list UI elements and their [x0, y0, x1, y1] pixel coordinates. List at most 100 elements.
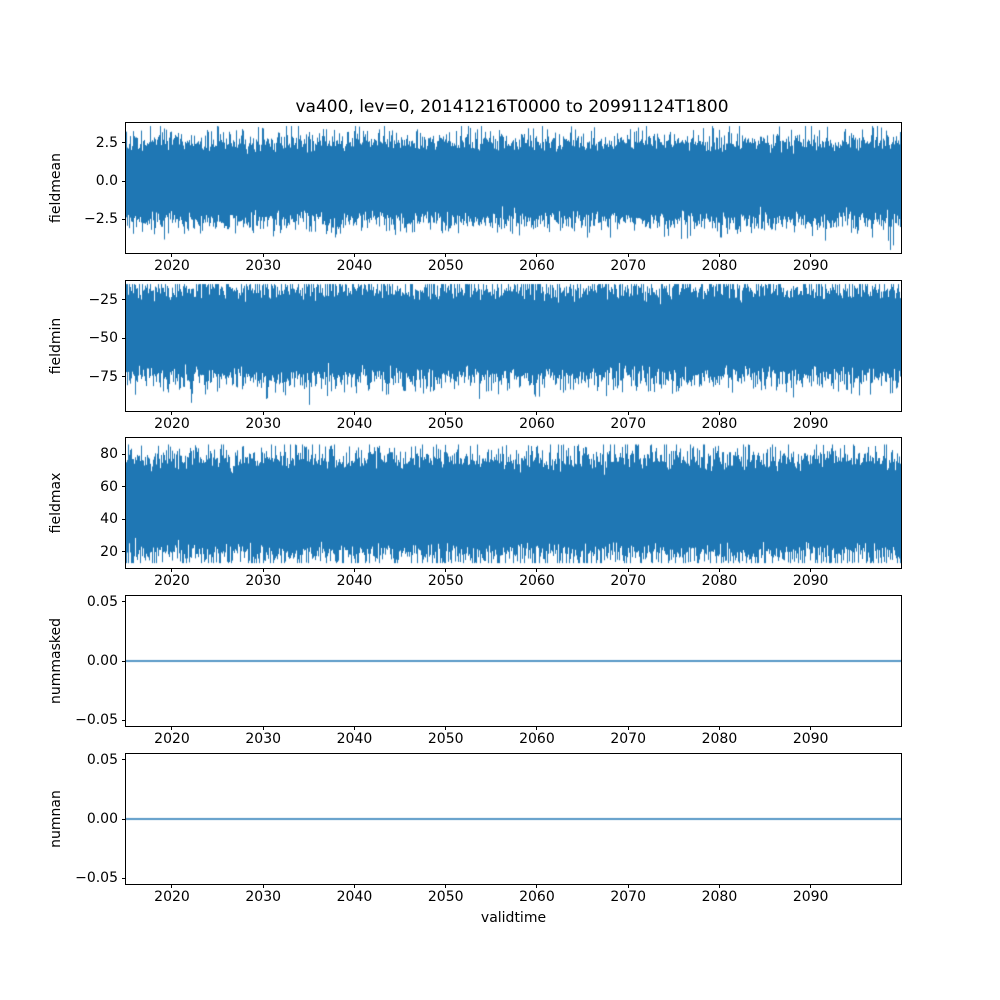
x-tick-label: 2050 — [427, 573, 464, 589]
x-tick-label: 2080 — [701, 573, 738, 589]
y-tick-label: 60 — [100, 478, 118, 495]
x-tick-mark — [536, 884, 538, 888]
x-tick-label: 2020 — [154, 889, 190, 905]
x-tick-mark — [262, 568, 264, 572]
x-tick-mark — [262, 726, 264, 730]
x-tick-mark — [353, 726, 355, 730]
x-tick-label: 2040 — [336, 416, 373, 432]
y-tick-mark — [122, 142, 126, 144]
y-tick-label: 0.0 — [95, 173, 118, 190]
subplot-fieldmin: fieldmin −25 −50 −75 2020 2030 2040 2050 2060 20… — [48, 280, 902, 431]
x-tick-label: 2030 — [245, 889, 282, 905]
y-tick-mark — [122, 660, 126, 662]
subplot-numnan: numnan validtime 0.05 0.00 −0.05 2020 2030 20… — [48, 753, 902, 926]
subplot-fieldmean: fieldmean 2.5 0.0 −2.5 2020 2030 2040 2050 2060… — [48, 122, 902, 273]
y-tick-mark — [122, 486, 126, 488]
y-tick-mark — [122, 518, 126, 520]
x-tick-label: 2040 — [336, 573, 373, 589]
y-axis-label-fieldmean: fieldmean — [48, 153, 64, 223]
x-tick-mark — [353, 568, 355, 572]
x-tick-label: 2080 — [701, 258, 738, 274]
x-tick-mark — [536, 253, 538, 257]
x-tick-mark — [810, 726, 812, 730]
subplot-fieldmax: fieldmax 80 60 40 20 2020 2030 2040 2050 2060 207… — [48, 437, 902, 588]
x-tick-label: 2020 — [154, 258, 190, 274]
figure-title: va400, lev=0, 20141216T0000 to 20991124T… — [295, 97, 729, 117]
x-tick-label: 2060 — [519, 258, 555, 274]
y-tick-label: −50 — [88, 330, 118, 347]
x-tick-label: 2030 — [245, 258, 282, 274]
y-tick-mark — [122, 376, 126, 378]
x-tick-mark — [810, 253, 812, 257]
x-tick-label: 2070 — [610, 258, 647, 274]
x-tick-label: 2050 — [427, 258, 464, 274]
y-tick-label: 0.05 — [86, 751, 118, 768]
x-tick-mark — [445, 726, 447, 730]
y-tick-label: 80 — [100, 446, 118, 463]
x-tick-mark — [627, 253, 629, 257]
y-tick-mark — [122, 453, 126, 455]
x-tick-label: 2040 — [336, 258, 373, 274]
x-tick-label: 2090 — [792, 258, 829, 274]
x-tick-mark — [445, 411, 447, 415]
y-tick-mark — [122, 719, 126, 721]
y-tick-label: 20 — [100, 543, 118, 560]
x-tick-label: 2020 — [154, 573, 190, 589]
y-tick-mark — [122, 877, 126, 879]
y-tick-label: −75 — [88, 368, 118, 385]
y-tick-label: 0.00 — [86, 653, 118, 669]
x-tick-label: 2070 — [610, 889, 647, 905]
x-tick-mark — [627, 726, 629, 730]
y-axis-label-numnan: numnan — [48, 790, 64, 848]
x-tick-label: 2090 — [792, 889, 829, 905]
y-axis-label-fieldmax: fieldmax — [48, 472, 64, 534]
x-tick-mark — [262, 253, 264, 257]
subplot-nummasked: nummasked 0.05 0.00 −0.05 2020 2030 2040 2050 2… — [48, 595, 902, 746]
x-tick-label: 2020 — [154, 731, 190, 747]
x-tick-mark — [627, 568, 629, 572]
plot-area-fieldmax — [126, 438, 901, 568]
y-tick-label: −0.05 — [75, 712, 118, 729]
y-tick-label: 40 — [100, 511, 118, 528]
x-tick-label: 2060 — [519, 573, 555, 589]
x-tick-label: 2040 — [336, 731, 373, 747]
x-tick-mark — [536, 411, 538, 415]
y-tick-label: −2.5 — [84, 211, 118, 228]
x-tick-mark — [718, 253, 720, 257]
x-tick-label: 2050 — [427, 731, 464, 747]
x-tick-label: 2050 — [427, 889, 464, 905]
x-axis-label: validtime — [480, 910, 547, 926]
x-tick-label: 2080 — [701, 731, 738, 747]
x-tick-mark — [536, 726, 538, 730]
x-tick-mark — [627, 884, 629, 888]
x-tick-label: 2070 — [610, 416, 647, 432]
plot-area-fieldmean — [126, 123, 901, 253]
x-tick-mark — [718, 726, 720, 730]
x-tick-mark — [810, 568, 812, 572]
x-tick-label: 2070 — [610, 573, 647, 589]
x-tick-label: 2060 — [519, 416, 555, 432]
y-tick-mark — [122, 551, 126, 553]
x-tick-label: 2060 — [519, 889, 555, 905]
x-tick-mark — [718, 884, 720, 888]
x-tick-mark — [627, 411, 629, 415]
x-tick-mark — [810, 411, 812, 415]
plot-area-numnan — [126, 754, 901, 884]
plot-area-fieldmin — [126, 281, 901, 411]
x-tick-label: 2040 — [336, 889, 373, 905]
x-tick-label: 2080 — [701, 889, 738, 905]
y-axis-label-nummasked: nummasked — [48, 617, 64, 705]
x-tick-label: 2090 — [792, 573, 829, 589]
y-tick-mark — [122, 218, 126, 220]
x-tick-label: 2090 — [792, 731, 829, 747]
x-tick-mark — [171, 568, 173, 572]
y-tick-mark — [122, 299, 126, 301]
x-tick-mark — [445, 884, 447, 888]
x-tick-mark — [171, 253, 173, 257]
x-tick-mark — [353, 253, 355, 257]
x-tick-label: 2030 — [245, 731, 282, 747]
x-tick-mark — [262, 884, 264, 888]
x-tick-label: 2060 — [519, 731, 555, 747]
x-tick-label: 2070 — [610, 731, 647, 747]
y-tick-mark — [122, 337, 126, 339]
